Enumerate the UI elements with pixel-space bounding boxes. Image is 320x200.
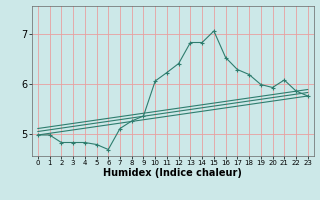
X-axis label: Humidex (Indice chaleur): Humidex (Indice chaleur): [103, 168, 242, 178]
